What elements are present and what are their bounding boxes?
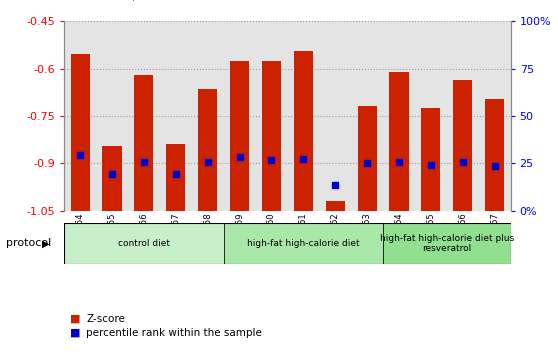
Text: high-fat high-calorie diet plus
resveratrol: high-fat high-calorie diet plus resverat… [379,234,514,253]
Text: ▶: ▶ [42,238,49,249]
Point [171,171,180,177]
Point [331,183,340,188]
Bar [319,21,351,211]
Bar [128,21,160,211]
Bar [383,223,511,264]
Bar [198,89,217,211]
Bar [192,21,224,211]
Point [235,154,244,160]
Text: control diet: control diet [118,239,170,248]
Bar [383,21,415,211]
Text: percentile rank within the sample: percentile rank within the sample [86,328,262,338]
Bar [351,21,383,211]
Bar [70,55,90,211]
Text: GDS2413 / 20320: GDS2413 / 20320 [70,0,180,2]
Bar [166,144,185,211]
Bar [230,61,249,211]
Point [267,157,276,163]
Point [108,171,117,177]
Point [363,160,372,166]
Point [203,159,212,165]
Text: Z-score: Z-score [86,314,126,324]
Bar [96,21,128,211]
Point [458,159,467,165]
Bar [447,21,479,211]
Point [395,159,403,165]
Bar [453,80,472,211]
Text: ■: ■ [70,314,80,324]
Bar [389,72,408,211]
Bar [64,223,224,264]
Point [140,159,148,165]
Point [426,162,435,168]
Bar [287,21,319,211]
Bar [256,21,287,211]
Bar [224,21,256,211]
Text: ■: ■ [70,328,80,338]
Bar [134,75,153,211]
Bar [103,146,122,211]
Bar [421,108,440,211]
Point [76,153,85,158]
Point [490,164,499,169]
Bar [224,223,383,264]
Bar [358,107,377,211]
Bar [485,98,504,211]
Bar [64,21,96,211]
Bar [294,51,313,211]
Point [299,156,308,161]
Bar [326,201,345,211]
Bar [262,61,281,211]
Bar [415,21,447,211]
Text: protocol: protocol [6,238,51,249]
Text: high-fat high-calorie diet: high-fat high-calorie diet [247,239,359,248]
Bar [160,21,192,211]
Bar [479,21,511,211]
